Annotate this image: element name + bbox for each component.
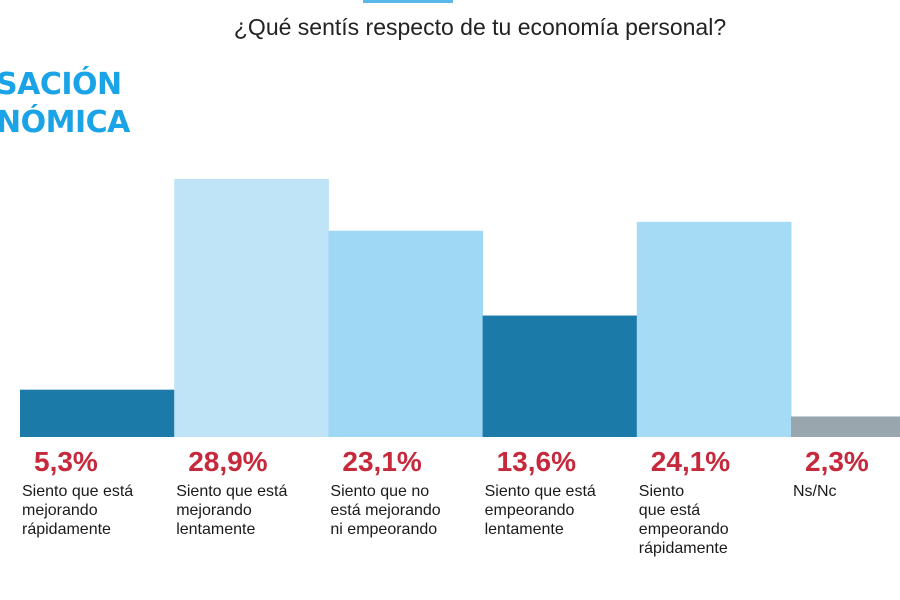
- category-label-line: Siento que está: [484, 483, 596, 500]
- category-label: Siento que está empeorando lentamente: [485, 482, 639, 539]
- category-label-line: empeorando: [484, 502, 575, 519]
- bar: [791, 416, 900, 437]
- category-column: 5,3% Siento que está mejorando rápidamente: [22, 444, 176, 539]
- category-label-line: mejorando: [22, 502, 98, 519]
- category-column: 24,1% Siento que está empeorando rápidamente: [639, 444, 793, 558]
- category-label-line: lentamente: [176, 521, 256, 538]
- category-label-line: Siento que no: [330, 483, 430, 500]
- category-column: 28,9% Siento que está mejorando lentamente: [176, 444, 330, 539]
- category-label-line: que está: [638, 502, 701, 519]
- category-label: Siento que está empeorando rápidamente: [639, 482, 793, 558]
- value-label: 28,9%: [188, 446, 268, 477]
- category-label-line: empeorando: [638, 521, 729, 538]
- category-column: 23,1% Siento que no está mejorando ni empeo…: [330, 444, 484, 539]
- category-label-line: Siento: [638, 483, 685, 500]
- category-label-line: está mejorando: [330, 502, 441, 519]
- category-label-line: Siento que está: [176, 483, 288, 500]
- value-label: 24,1%: [650, 446, 731, 477]
- category-column: 13,6% Siento que está empeorando lentamente: [485, 444, 639, 539]
- bar: [174, 178, 329, 437]
- bar: [328, 230, 484, 437]
- bar: [636, 221, 792, 437]
- category-label: Siento que está mejorando rápidamente: [22, 482, 176, 539]
- category-label-line: lentamente: [484, 521, 564, 538]
- section-kicker: SACIÓN NÓMICA: [0, 66, 130, 142]
- category-label-line: Siento que está: [22, 483, 134, 500]
- top-accent-bar: [363, 0, 453, 3]
- category-label: Siento que está mejorando lentamente: [176, 482, 330, 539]
- value-label: 13,6%: [496, 446, 576, 477]
- category-label-line: ni empeorando: [330, 521, 438, 538]
- bar: [482, 315, 638, 437]
- kicker-line: SACIÓN: [0, 67, 122, 102]
- category-label-line: Ns/Nc: [793, 483, 837, 500]
- chart-title: ¿Qué sentís respecto de tu economía pers…: [233, 14, 727, 40]
- category-column: 2,3% Ns/Nc: [793, 444, 900, 501]
- value-label: 23,1%: [342, 446, 422, 477]
- category-label: Ns/Nc: [793, 482, 900, 501]
- category-label-line: mejorando: [176, 502, 252, 519]
- kicker-line: NÓMICA: [0, 105, 130, 140]
- value-label: 2,3%: [805, 446, 869, 477]
- category-label: Siento que no está mejorando ni empeorando: [330, 482, 484, 539]
- value-label: 5,3%: [34, 446, 98, 477]
- bar: [20, 389, 175, 437]
- category-label-line: rápidamente: [638, 540, 728, 557]
- category-label-line: rápidamente: [22, 521, 111, 538]
